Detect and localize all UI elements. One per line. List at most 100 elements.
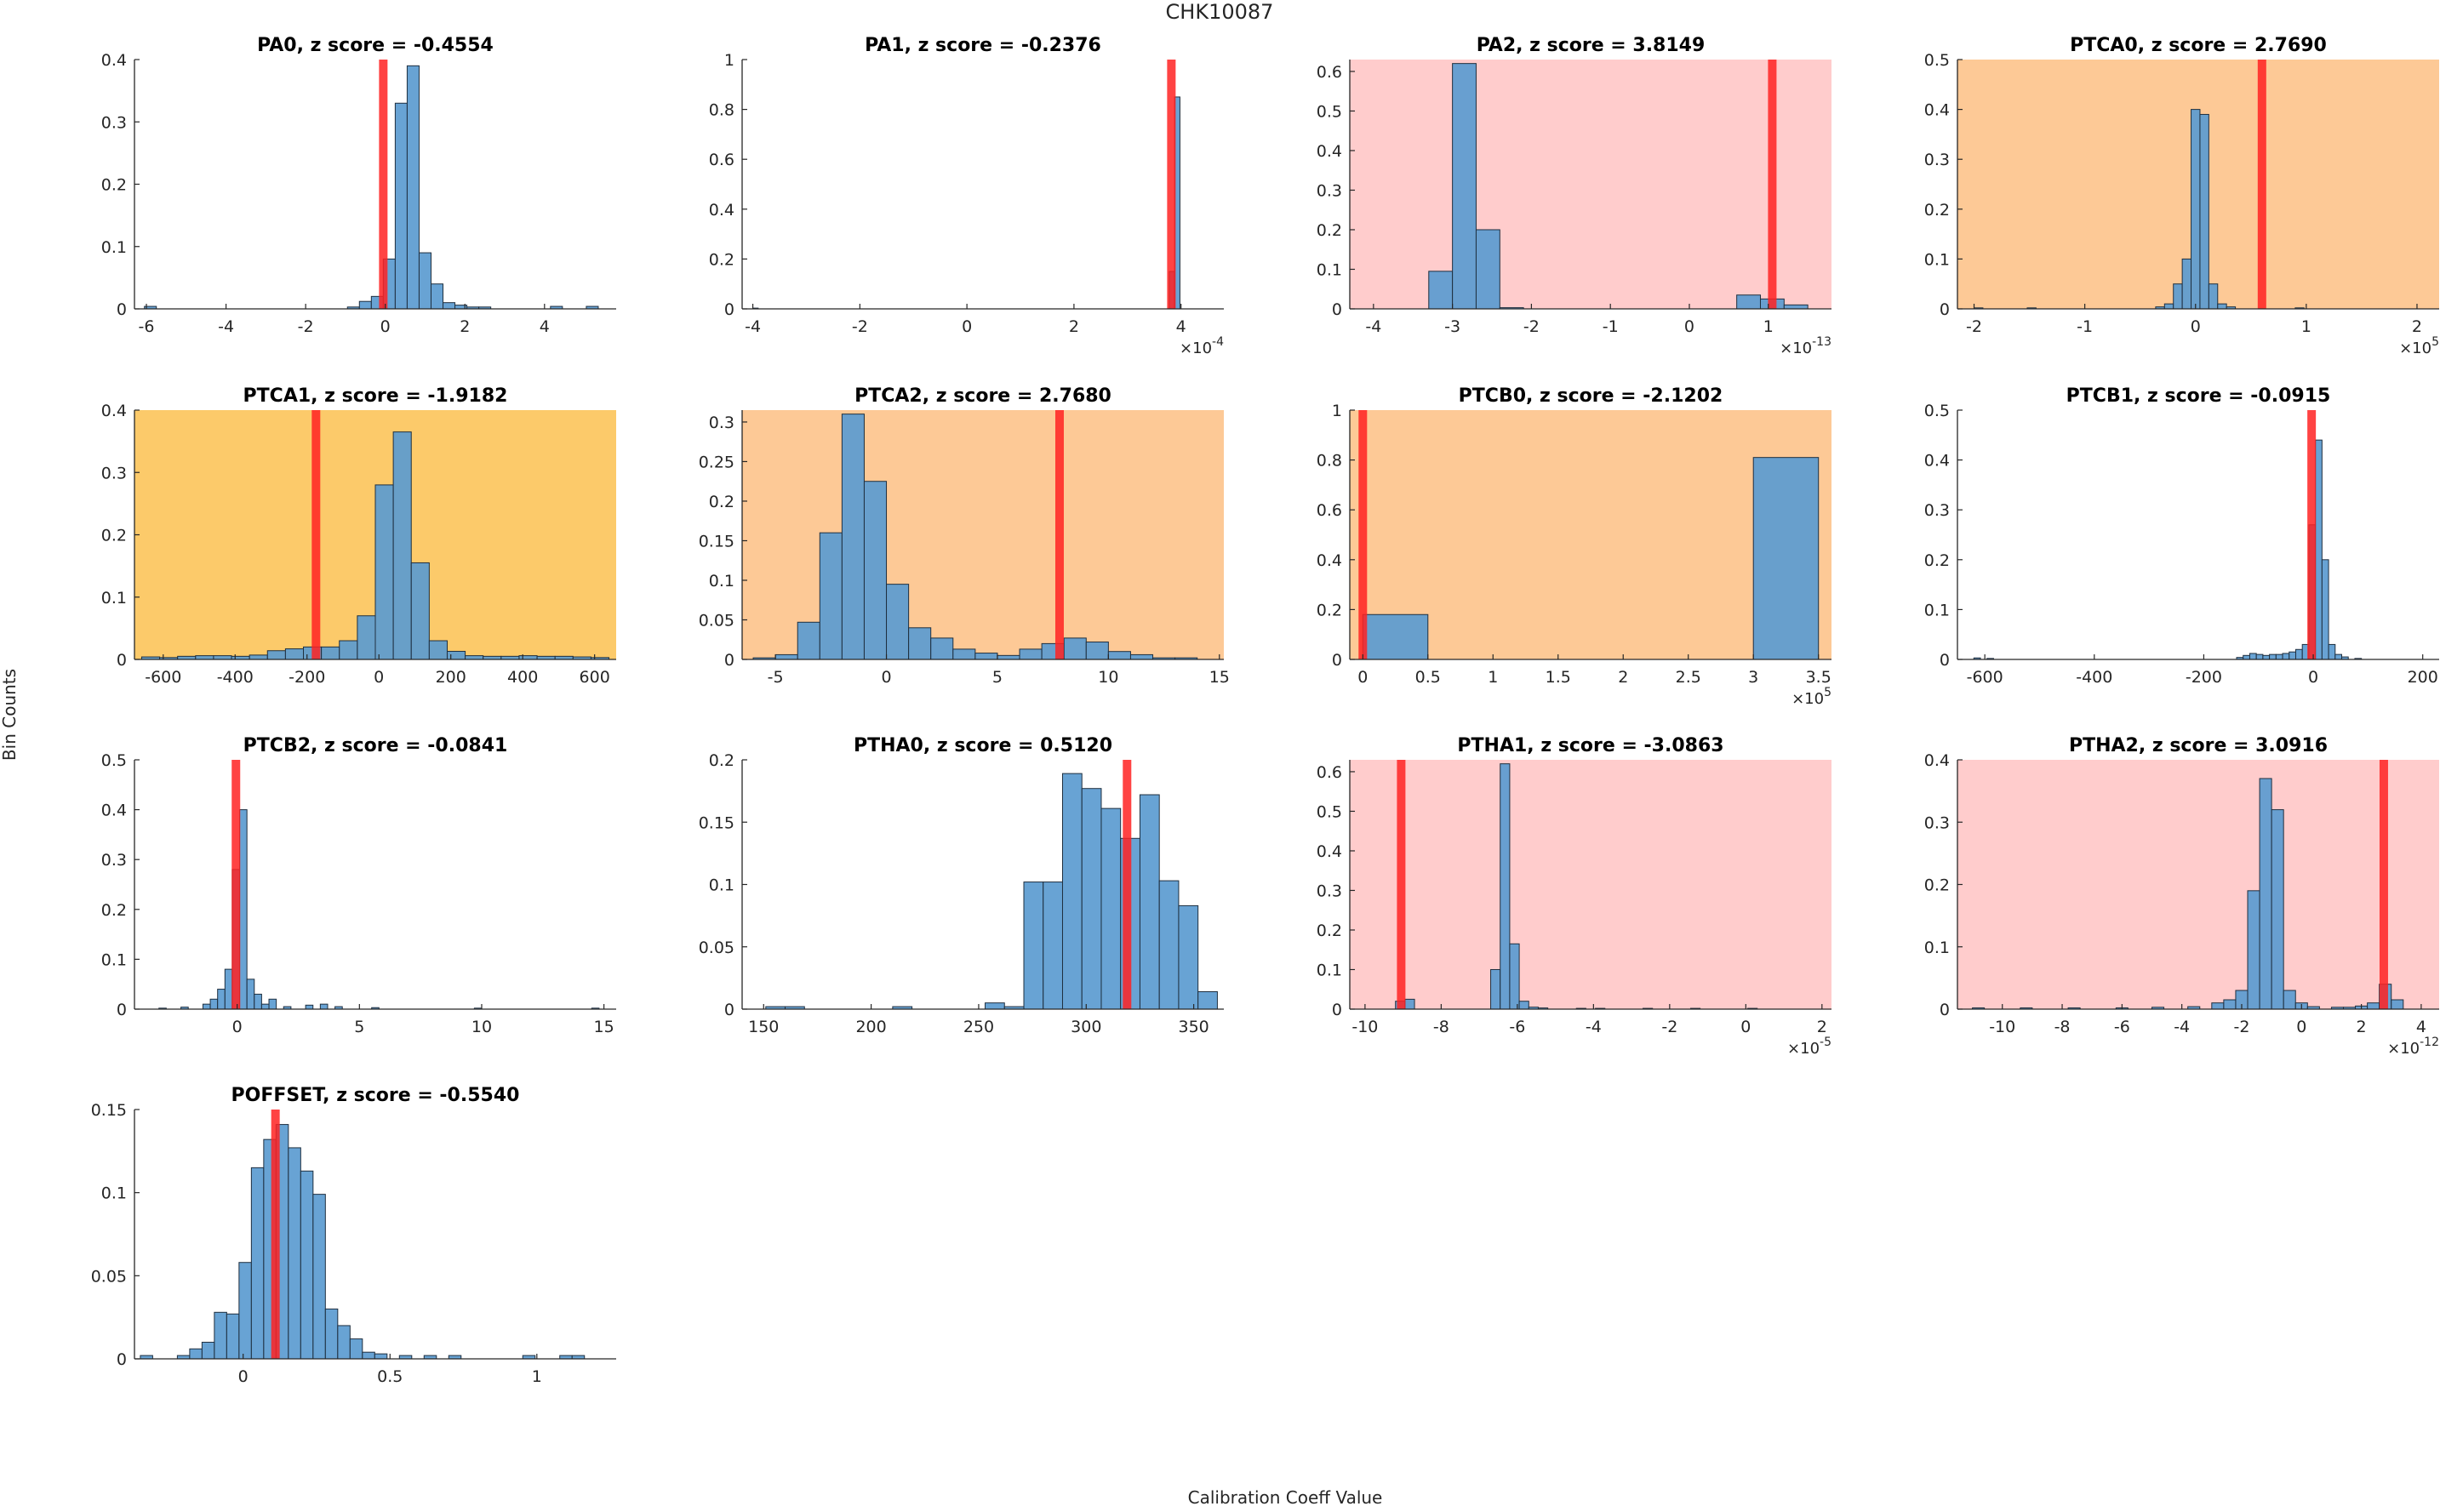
histogram-bar	[1736, 294, 1761, 310]
histogram-bar	[1518, 1001, 1529, 1010]
histogram-bar	[863, 481, 888, 660]
subplot-title: PTCA0, z score = 2.7690	[2070, 35, 2327, 56]
y-tick-label: 0.1	[1924, 939, 1950, 957]
x-tick-label: -5	[768, 668, 784, 687]
x-tick-label: -200	[289, 668, 325, 687]
histogram-bar	[410, 562, 430, 660]
zscore-marker-line	[1123, 760, 1132, 1009]
x-tick-label: 0	[238, 1367, 249, 1386]
histogram-bar	[418, 252, 431, 310]
x-tick-label: -10	[1351, 1018, 1378, 1036]
zscore-marker-line	[1167, 60, 1176, 309]
y-tick-label: 0.6	[1317, 763, 1342, 782]
histogram-bar	[260, 1003, 270, 1010]
histogram-bar	[1452, 63, 1477, 310]
x-tick-label: -200	[2186, 668, 2222, 687]
histogram-bar	[2247, 890, 2260, 1010]
x-tick-label: 300	[1071, 1018, 1101, 1036]
plot-background	[1350, 60, 1831, 309]
histogram-bar	[1100, 807, 1122, 1010]
y-tick-label: 1	[724, 51, 734, 70]
histogram-bar	[1475, 229, 1500, 310]
y-tick-label: 0.5	[1317, 802, 1342, 821]
y-tick-label: 0.5	[101, 751, 127, 770]
x-tick-label: 1	[1488, 668, 1498, 687]
histogram-bar	[358, 300, 372, 310]
histogram-bar	[1752, 457, 1820, 660]
histogram-bar	[2262, 654, 2271, 660]
histogram-bar	[2328, 643, 2336, 660]
histogram-bar	[209, 998, 219, 1010]
x-tick-label: -600	[145, 668, 181, 687]
subplot-title: PA1, z score = -0.2376	[865, 35, 1101, 56]
x-tick-label: -4	[1365, 317, 1381, 336]
histogram-bar	[2334, 653, 2343, 660]
plot-background	[1957, 760, 2439, 1009]
x-tick-label: -1	[2077, 317, 2093, 336]
histogram-bar	[1490, 968, 1501, 1010]
zscore-marker-line	[2257, 60, 2266, 309]
y-tick-label: 0.2	[1317, 921, 1342, 940]
histogram-bar	[1081, 788, 1102, 1010]
subplot-2: -4 -3 -2 -1 0 1 0 0.1 0.2 0.3 0.4 0.5 0.6 PA2, z scor…	[1317, 35, 1831, 357]
y-tick-label: 0.1	[101, 238, 127, 257]
y-tick-label: 0.3	[1317, 882, 1342, 900]
x-tick-label: 4	[1176, 317, 1186, 336]
y-tick-label: 0.1	[101, 589, 127, 608]
y-tick-label: 0.2	[1924, 876, 1950, 895]
histogram-bar	[374, 484, 394, 660]
x-tick-label: 2	[460, 317, 470, 336]
histogram-bar	[2289, 651, 2296, 660]
x-tick-label: 200	[436, 668, 466, 687]
x-tick-label: -8	[1433, 1018, 1449, 1036]
y-tick-label: 0.4	[101, 402, 127, 420]
y-tick-label: 0.5	[1317, 102, 1342, 121]
histogram-bar	[2294, 648, 2303, 660]
subplot-title: PA0, z score = -0.4554	[257, 35, 494, 56]
x-tick-label: 1	[2301, 317, 2311, 336]
x-tick-label: 1.5	[1546, 668, 1571, 687]
subplot-title: PTCB0, z score = -2.1202	[1459, 385, 1723, 407]
x-tick-label: -6	[2114, 1018, 2130, 1036]
histogram-bar	[2191, 109, 2201, 310]
x-tick-label: 10	[471, 1018, 492, 1036]
histogram-bar	[312, 1194, 326, 1360]
y-tick-label: 0.05	[699, 611, 734, 630]
subplot-title: PTCB2, z score = -0.0841	[243, 735, 508, 756]
x-tick-label: 0	[2191, 317, 2201, 336]
histogram-bar	[246, 979, 255, 1010]
histogram-bar	[239, 809, 248, 1010]
subplot-6: 0 0.5 1 1.5 2 2.5 3 3.5 0 0.2 0.4 0.6 0.8 1 PTCB0, z s…	[1317, 385, 1831, 708]
histogram-bar	[1362, 613, 1429, 660]
y-tick-label: 0.1	[709, 876, 734, 895]
histogram-bar	[394, 102, 408, 310]
histogram-bar	[819, 532, 843, 660]
zscore-marker-line	[231, 760, 241, 1009]
histogram-bar	[1061, 773, 1083, 1010]
histogram-bar	[254, 993, 262, 1010]
y-tick-label: 0.3	[101, 851, 127, 870]
x-tick-label: 0	[2308, 668, 2318, 687]
histogram-bar	[952, 648, 976, 660]
y-tick-label: 0	[1332, 300, 1342, 319]
histogram-bar	[465, 655, 484, 660]
x-tick-label: 2.5	[1676, 668, 1701, 687]
figure-ylabel: Bin Counts	[0, 669, 20, 761]
histogram-bar	[430, 283, 444, 310]
y-tick-label: 0	[724, 1001, 734, 1019]
histogram-bar	[357, 615, 376, 660]
histogram-bar	[2269, 653, 2277, 660]
histogram-bar	[446, 650, 466, 660]
x-tick-label: 0	[232, 1018, 243, 1036]
axis-exponent-label: ×10-12	[2387, 1036, 2439, 1058]
subplot-4: -600 -400 -200 0 200 400 600 0 0.1 0.2 0.3 0.4 PTCA1…	[101, 385, 616, 687]
histogram-bar	[1404, 998, 1415, 1010]
x-tick-label: -6	[139, 317, 155, 336]
y-tick-label: 0.4	[101, 802, 127, 820]
histogram-bar	[349, 1338, 363, 1360]
x-tick-label: -4	[745, 317, 761, 336]
x-tick-label: 0	[2296, 1018, 2306, 1036]
histogram-bar	[930, 637, 954, 660]
y-tick-label: 0.1	[1924, 250, 1950, 269]
